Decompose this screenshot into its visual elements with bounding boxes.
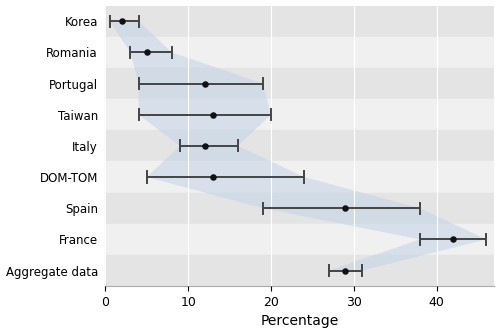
Polygon shape xyxy=(110,21,486,271)
Point xyxy=(143,50,151,55)
Point xyxy=(201,81,209,86)
Bar xyxy=(106,68,494,99)
Bar xyxy=(106,193,494,224)
Point xyxy=(342,268,349,273)
Bar xyxy=(106,130,494,161)
Bar xyxy=(106,161,494,193)
Point xyxy=(209,174,217,180)
X-axis label: Percentage: Percentage xyxy=(261,314,339,328)
Point xyxy=(449,237,457,242)
Point xyxy=(209,112,217,117)
Point xyxy=(201,143,209,149)
Bar xyxy=(106,37,494,68)
Bar xyxy=(106,255,494,286)
Bar xyxy=(106,6,494,37)
Point xyxy=(118,18,126,24)
Point xyxy=(342,205,349,211)
Bar xyxy=(106,224,494,255)
Bar xyxy=(106,99,494,130)
